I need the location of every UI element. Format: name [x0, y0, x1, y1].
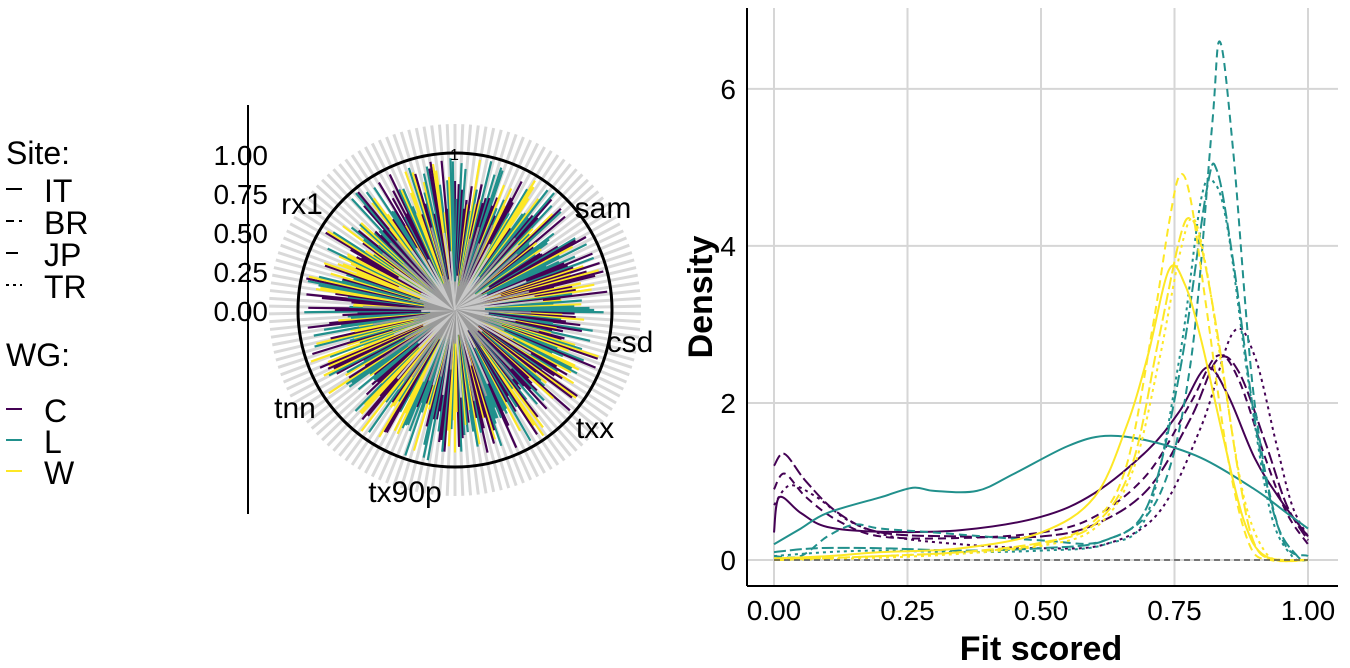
legend-item-label: IT — [44, 173, 72, 209]
reference-circle-label: 1 — [450, 147, 459, 164]
radial-bar — [402, 309, 456, 382]
legend-site-title: Site: — [6, 135, 70, 171]
density-line — [773, 354, 1309, 545]
y-tick-label: 0 — [720, 545, 736, 576]
legend-wg-items: CLW — [6, 393, 75, 491]
radial-bar — [454, 309, 532, 355]
radial-bar — [454, 309, 463, 398]
y-tick-label: 2 — [720, 388, 736, 419]
radial-bar — [449, 251, 456, 311]
legend-item-label: BR — [44, 205, 88, 241]
radial-tick-label: 0.00 — [214, 296, 269, 327]
radial-bar — [454, 309, 476, 402]
category-label: txx — [576, 412, 614, 445]
density-line — [773, 264, 1309, 562]
legend-item-label: L — [44, 424, 62, 460]
y-tick-labels: 0 2 4 6 — [720, 74, 736, 576]
radial-bar — [396, 309, 456, 380]
x-tick-label: 0.75 — [1147, 595, 1202, 626]
legend-item-label: TR — [44, 269, 87, 305]
radial-tick-label: 0.50 — [214, 218, 269, 249]
category-label: rx1 — [281, 188, 323, 221]
radial-bar — [382, 309, 456, 360]
radial-bar — [362, 305, 456, 311]
density-line — [773, 217, 1309, 563]
radial-bar — [454, 224, 494, 311]
radial-bar — [454, 226, 480, 311]
radial-tick-label: 1.00 — [214, 140, 269, 171]
density-line — [773, 366, 1309, 538]
radial-bar — [454, 309, 488, 397]
radial-bar — [389, 242, 456, 311]
radial-tick-label: 0.75 — [214, 179, 269, 210]
y-tick-label: 4 — [720, 231, 736, 262]
x-tick-labels: 0.00 0.25 0.50 0.75 1.00 — [747, 595, 1336, 626]
radial-bar — [454, 237, 516, 311]
y-axis-title: Density — [682, 236, 720, 359]
radial-bars — [304, 158, 608, 461]
radial-bar — [454, 309, 540, 332]
density-gridlines — [747, 8, 1338, 586]
radial-bar — [396, 239, 456, 311]
density-chart: 0.00 0.25 0.50 0.75 1.00 0 2 4 6 Fit scored Den… — [682, 8, 1338, 668]
x-tick-label: 0.00 — [747, 595, 802, 626]
radial-bar — [454, 309, 514, 380]
category-label: csd — [607, 326, 654, 359]
reference-circle — [296, 151, 614, 469]
x-axis-title: Fit scored — [960, 630, 1122, 668]
category-labels: sam csd txx tx90p tnn rx1 — [274, 188, 653, 509]
category-label: sam — [575, 192, 632, 225]
legend-item-label: W — [44, 455, 75, 491]
radial-chart: 1.00 0.75 0.50 0.25 0.00 1 sam csd txx tx90p tnn… — [214, 105, 653, 514]
legend-item-label: C — [44, 393, 67, 429]
density-line — [773, 40, 1309, 559]
radial-tick-label: 0.25 — [214, 257, 269, 288]
x-tick-label: 0.25 — [880, 595, 935, 626]
legend-wg-title: WG: — [6, 337, 70, 373]
legend-item-label: JP — [44, 237, 81, 273]
density-series — [773, 40, 1309, 563]
category-label: tx90p — [368, 476, 441, 509]
radial-bar — [454, 243, 519, 311]
radial-bar — [454, 299, 544, 311]
radial-tick-labels: 1.00 0.75 0.50 0.25 0.00 — [214, 140, 269, 327]
radial-bar — [381, 252, 456, 311]
density-line — [773, 177, 1309, 562]
category-label: tnn — [274, 392, 316, 425]
x-tick-label: 0.50 — [1014, 595, 1069, 626]
density-line — [773, 355, 1309, 541]
y-tick-label: 6 — [720, 74, 736, 105]
x-tick-label: 1.00 — [1281, 595, 1336, 626]
